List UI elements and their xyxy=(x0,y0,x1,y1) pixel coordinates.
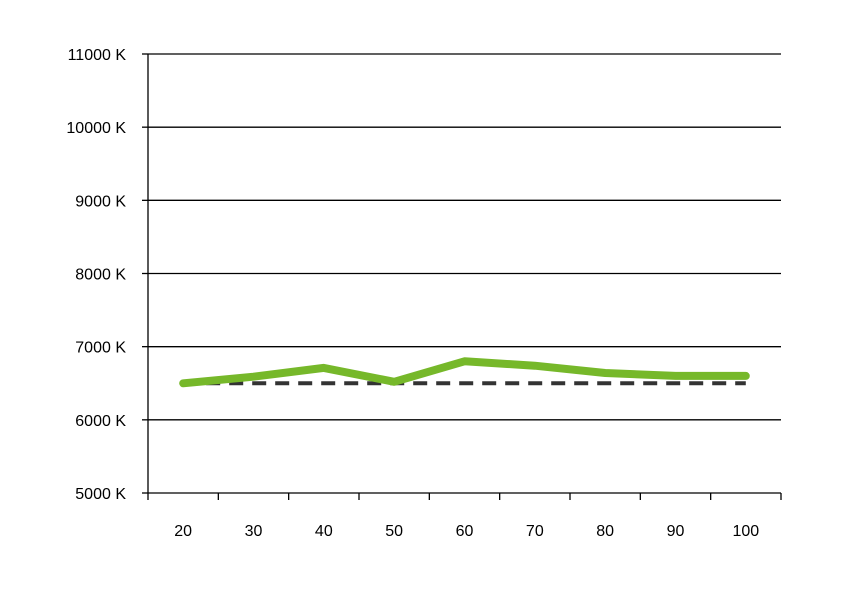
x-tick-label: 80 xyxy=(596,523,614,540)
y-tick-label: 11000 K xyxy=(68,47,127,64)
green-series-line xyxy=(179,357,750,388)
x-tick-label: 90 xyxy=(667,523,685,540)
axes xyxy=(142,53,782,500)
y-tick-label: 10000 K xyxy=(66,120,126,137)
x-tick-label: 40 xyxy=(315,523,333,540)
y-tick-label: 7000 K xyxy=(75,340,126,357)
x-tick-label: 70 xyxy=(526,523,544,540)
x-tick-label: 60 xyxy=(456,523,474,540)
x-tick-label: 100 xyxy=(732,523,759,540)
x-tick-label: 30 xyxy=(245,523,263,540)
x-tick-label: 50 xyxy=(385,523,403,540)
gridlines xyxy=(148,53,781,421)
series-lines xyxy=(179,357,750,388)
y-tick-label: 5000 K xyxy=(75,486,126,503)
x-tick-label: 20 xyxy=(174,523,192,540)
y-tick-label: 9000 K xyxy=(75,193,126,210)
y-tick-label: 8000 K xyxy=(75,267,126,284)
tick-labels: 5000 K 6000 K 7000 K 8000 K 9000 K 10000 K 110… xyxy=(66,47,759,540)
y-tick-label: 6000 K xyxy=(75,413,126,430)
